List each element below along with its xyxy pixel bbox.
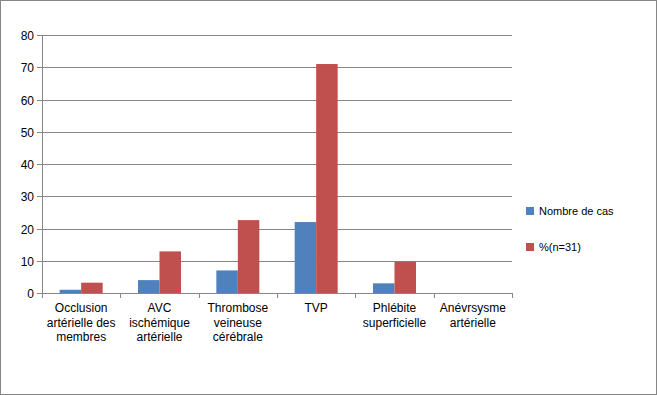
bar (138, 280, 160, 293)
grid-line (42, 67, 512, 68)
label-line: artérielle (450, 316, 496, 330)
label-line: AVC (148, 301, 172, 315)
y-tick (37, 293, 42, 294)
x-tick-label: Thromboseveineusecérébrale (207, 301, 268, 344)
label-line: Phlébite (373, 301, 417, 315)
bar (238, 220, 259, 293)
y-tick (37, 132, 42, 133)
y-tick-label: 60 (21, 94, 35, 108)
x-tick-label: Phlébitesuperficielle (363, 301, 427, 330)
y-tick (37, 229, 42, 230)
grid-line (42, 132, 512, 133)
y-tick-label: 0 (27, 287, 34, 301)
y-tick (37, 35, 42, 36)
x-tick-label: Anévrsysmeartérielle (440, 301, 506, 330)
label-line: artérielle des (47, 316, 116, 330)
bar (160, 251, 182, 293)
bars (60, 64, 416, 293)
y-tick-label: 50 (21, 126, 35, 140)
x-tick (42, 293, 43, 298)
legend-label: Nombre de cas (539, 205, 614, 217)
label-line: Thrombose (207, 301, 268, 315)
grid-line (42, 100, 512, 101)
bar (373, 283, 395, 293)
label-line: ischémique (129, 316, 190, 330)
grid-line (42, 35, 512, 36)
x-tick-label: TVP (304, 301, 327, 315)
x-tick (512, 293, 513, 298)
label-line: superficielle (363, 316, 427, 330)
bar (451, 293, 473, 294)
label-line: membres (56, 330, 106, 344)
y-tick (37, 100, 42, 101)
y-tick-label: 10 (21, 255, 35, 269)
label-line: veineuse (214, 316, 262, 330)
y-tick (37, 164, 42, 165)
label-line: Occlusion (55, 301, 108, 315)
bar (295, 222, 317, 293)
y-tick (37, 261, 42, 262)
y-tick (37, 196, 42, 197)
label-line: TVP (304, 301, 327, 315)
grid-line (42, 261, 512, 262)
y-tick-label: 20 (21, 223, 35, 237)
label-line: Anévrsysme (440, 301, 506, 315)
x-tick (277, 293, 278, 298)
y-tick-label: 80 (21, 29, 35, 43)
bar (395, 262, 417, 293)
x-tick (355, 293, 356, 298)
y-tick (37, 67, 42, 68)
grid-line (42, 196, 512, 197)
y-tick-label: 70 (21, 61, 35, 75)
x-tick-label: AVCischémiqueartérielle (129, 301, 190, 344)
x-tick (199, 293, 200, 298)
label-line: artérielle (136, 330, 182, 344)
label-line: cérébrale (213, 330, 263, 344)
y-tick-label: 40 (21, 158, 35, 172)
chart-frame (1, 1, 657, 395)
x-tick-label: Occlusionartérielle desmembres (47, 301, 116, 344)
x-tick (120, 293, 121, 298)
bar (473, 293, 495, 294)
bar (216, 270, 238, 293)
legend-swatch (526, 243, 534, 251)
bar (60, 290, 82, 293)
chart: 0 10 20 30 40 50 60 70 80 Occlusionartérielle des… (0, 0, 657, 395)
legend-swatch (526, 207, 534, 215)
bar (316, 64, 338, 293)
y-tick-label: 30 (21, 190, 35, 204)
legend-label: %(n=31) (539, 241, 581, 253)
y-axis (42, 35, 43, 293)
x-tick (434, 293, 435, 298)
grid-line (42, 164, 512, 165)
bar (81, 283, 103, 293)
grid-line (42, 229, 512, 230)
